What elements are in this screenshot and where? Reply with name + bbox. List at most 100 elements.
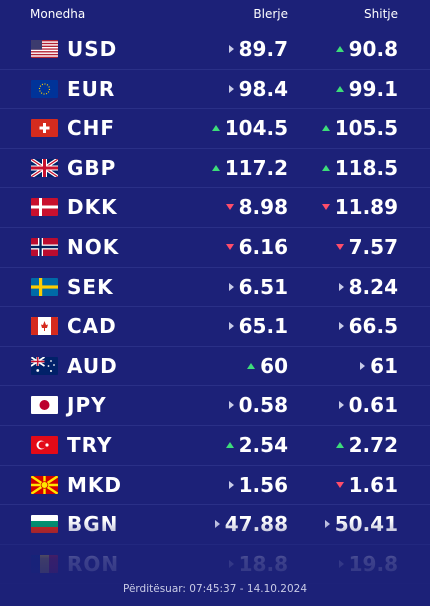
buy-value: 1.56: [238, 472, 288, 497]
ca-flag-icon: [31, 317, 58, 336]
rate-row-usd: USD 89.7 90.8: [0, 30, 430, 70]
table-header: Monedha Blerje Shitje: [0, 0, 430, 30]
trend-flat-icon: [228, 282, 234, 291]
sell-value: 11.89: [334, 195, 398, 220]
trend-up-icon: [335, 442, 344, 448]
currency-code: NOK: [67, 235, 120, 259]
buy-rate: 6.51: [228, 274, 288, 299]
trend-flat-icon: [228, 84, 234, 93]
buy-value: 6.16: [238, 235, 288, 259]
currency-code: JPY: [67, 393, 107, 418]
sell-value: 7.57: [348, 235, 398, 259]
trend-flat-icon: [338, 401, 344, 410]
ro-flag-icon: [31, 554, 58, 573]
sell-value: 8.24: [348, 274, 398, 299]
trend-flat-icon: [360, 361, 366, 370]
currency-code: TRY: [67, 433, 113, 457]
currency-code: DKK: [67, 195, 118, 220]
trend-up-icon: [247, 362, 256, 369]
rate-row-ron: RON 18.8 19.8: [0, 545, 430, 585]
sell-value: 1.61: [348, 472, 398, 497]
sell-rate: 105.5: [321, 116, 398, 141]
buy-value: 60: [260, 353, 288, 378]
currency-code: CHF: [67, 116, 116, 141]
sell-rate: 99.1: [335, 76, 398, 101]
currency-code: BGN: [67, 512, 119, 537]
buy-value: 2.54: [238, 433, 288, 457]
sell-rate: 0.61: [338, 393, 398, 418]
trend-down-icon: [335, 481, 344, 488]
sell-value: 105.5: [334, 116, 398, 141]
sell-rate: 50.41: [324, 512, 398, 537]
trend-up-icon: [225, 442, 234, 448]
rates-list[interactable]: USD 89.7 90.8 EUR 98.4 99.1 CHF 104.5 105.5 GBP 11…: [0, 30, 430, 606]
buy-rate: 6.16: [225, 235, 288, 259]
us-flag-icon: [31, 40, 58, 58]
column-header-sell: Shitje: [364, 7, 398, 21]
trend-flat-icon: [338, 559, 344, 568]
trend-flat-icon: [338, 322, 344, 331]
trend-up-icon: [211, 125, 220, 132]
rate-row-cad: CAD 65.1 66.5: [0, 307, 430, 347]
rate-row-dkk: DKK 8.98 11.89: [0, 188, 430, 228]
buy-rate: 65.1: [228, 314, 288, 339]
sell-value: 2.72: [348, 433, 398, 457]
bg-flag-icon: [31, 515, 58, 534]
buy-value: 104.5: [224, 116, 288, 141]
tr-flag-icon: [31, 436, 58, 454]
buy-rate: 104.5: [211, 116, 288, 141]
buy-value: 89.7: [238, 37, 288, 61]
sell-value: 19.8: [348, 551, 398, 576]
currency-code: RON: [67, 551, 120, 576]
trend-up-icon: [211, 164, 220, 171]
sell-rate: 118.5: [321, 156, 398, 180]
buy-rate: 89.7: [228, 37, 288, 61]
trend-down-icon: [225, 244, 234, 250]
currency-code: EUR: [67, 76, 116, 101]
sell-value: 0.61: [348, 393, 398, 418]
buy-value: 98.4: [238, 76, 288, 101]
buy-rate: 117.2: [211, 155, 288, 180]
rate-row-eur: EUR 98.4 99.1: [0, 70, 430, 110]
no-flag-icon: [31, 238, 58, 256]
column-header-currency: Monedha: [30, 7, 86, 21]
trend-flat-icon: [338, 282, 344, 291]
rate-row-bgn: BGN 47.88 50.41: [0, 505, 430, 545]
buy-value: 6.51: [238, 274, 288, 299]
sell-value: 50.41: [334, 512, 398, 537]
sell-rate: 1.61: [335, 472, 398, 497]
au-flag-icon: [31, 356, 58, 375]
trend-up-icon: [321, 164, 330, 171]
se-flag-icon: [31, 277, 58, 296]
rate-row-aud: AUD 60 61: [0, 347, 430, 387]
rate-row-nok: NOK 6.16 7.57: [0, 228, 430, 268]
rate-row-sek: SEK 6.51 8.24: [0, 268, 430, 308]
trend-down-icon: [335, 244, 344, 250]
buy-value: 47.88: [224, 512, 288, 537]
currency-code: USD: [67, 37, 118, 61]
trend-flat-icon: [228, 401, 234, 410]
gb-flag-icon: [31, 158, 58, 177]
sell-value: 99.1: [348, 76, 398, 101]
sell-rate: 66.5: [338, 314, 398, 338]
buy-value: 117.2: [224, 155, 288, 180]
buy-rate: 8.98: [225, 195, 288, 219]
rate-row-chf: CHF 104.5 105.5: [0, 109, 430, 149]
trend-down-icon: [225, 204, 234, 211]
rate-row-mkd: MKD 1.56 1.61: [0, 466, 430, 506]
buy-value: 18.8: [238, 551, 288, 576]
buy-value: 65.1: [238, 314, 288, 339]
trend-up-icon: [335, 46, 344, 52]
buy-rate: 2.54: [225, 433, 288, 457]
column-header-buy: Blerje: [253, 7, 288, 21]
trend-flat-icon: [228, 559, 234, 568]
currency-code: CAD: [67, 314, 117, 339]
rate-row-gbp: GBP 117.2 118.5: [0, 149, 430, 189]
sell-value: 61: [370, 353, 398, 378]
trend-flat-icon: [228, 480, 234, 489]
sell-rate: 11.89: [321, 195, 398, 220]
jp-flag-icon: [31, 396, 58, 415]
dk-flag-icon: [31, 198, 58, 217]
mk-flag-icon: [31, 475, 58, 494]
buy-rate: 0.58: [228, 393, 288, 417]
